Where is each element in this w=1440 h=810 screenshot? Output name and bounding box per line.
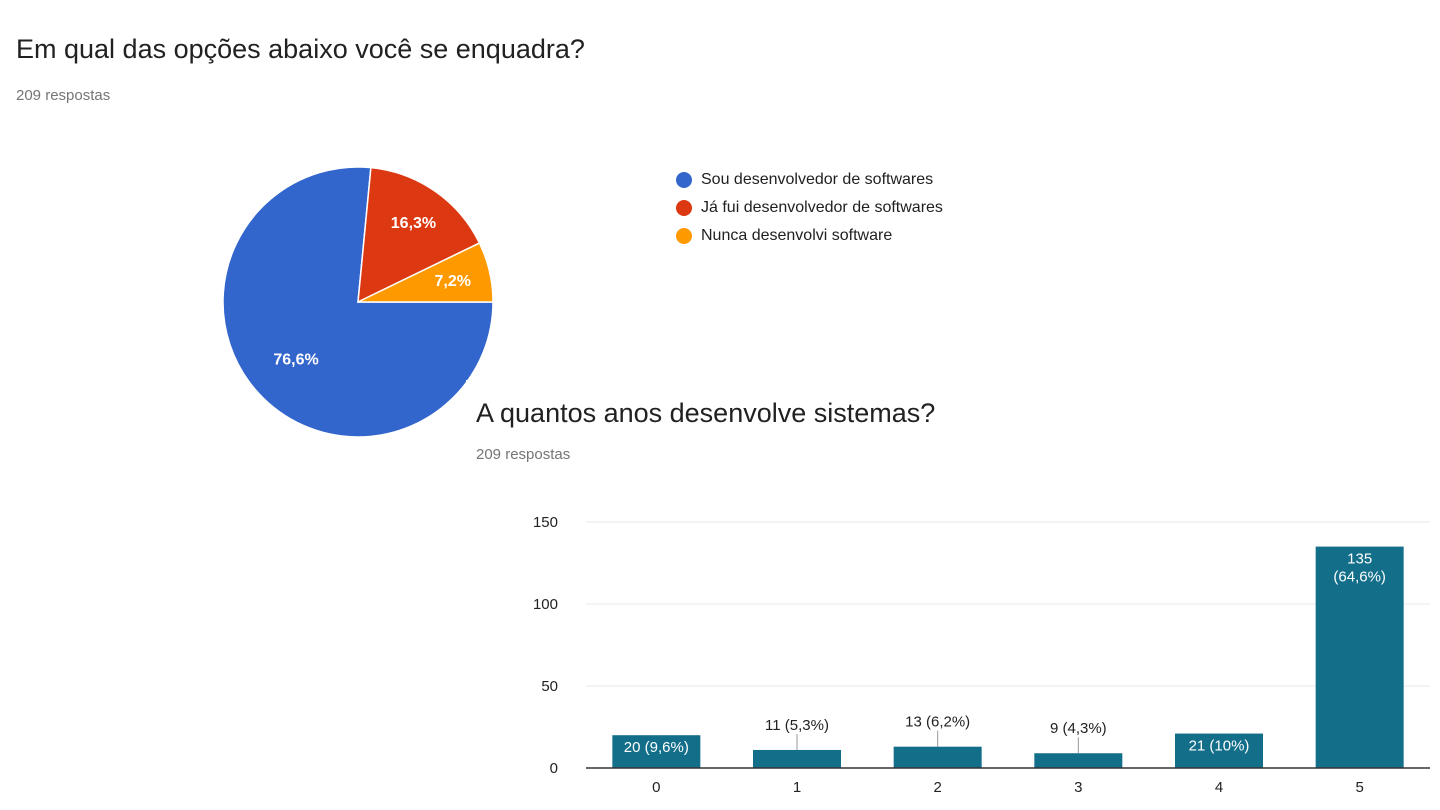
pie-slice-label: 76,6% [273, 351, 318, 368]
bar [1034, 753, 1123, 768]
pie-slice [357, 166, 481, 304]
y-tick-label: 0 [550, 760, 558, 777]
data-label: 135 [1347, 551, 1372, 568]
data-label: 21 (10%) [1189, 738, 1250, 755]
legend-item: Sou desenvolvedor de softwares [676, 166, 943, 194]
x-tick-label: 0 [652, 779, 660, 796]
bar [612, 735, 701, 768]
question-title: Em qual das opções abaixo você se enquad… [16, 34, 585, 64]
legend-dot-icon [676, 172, 692, 188]
data-label: 11 (5,3%) [765, 717, 829, 734]
data-label: (64,6%) [1333, 569, 1386, 586]
responses-count: 209 respostas [476, 446, 571, 463]
x-tick-label: 1 [793, 779, 801, 796]
pie-chart: 76,6% 16,3% 7,2% [222, 166, 494, 438]
y-tick-label: 100 [533, 596, 558, 613]
x-tick-label: 4 [1215, 779, 1223, 796]
data-label: 9 (4,3%) [1050, 720, 1107, 737]
bar [753, 749, 841, 768]
legend-label: Nunca desenvolvi software [701, 227, 893, 244]
pie-legend: Sou desenvolvedor de softwares Já fui de… [676, 166, 943, 250]
legend-label: Já fui desenvolvedor de softwares [701, 199, 943, 216]
legend-item: Já fui desenvolvedor de softwares [676, 194, 943, 222]
pie-slice [357, 242, 494, 303]
bar [1315, 546, 1404, 768]
legend-dot-icon [676, 200, 692, 216]
question-title: A quantos anos desenvolve sistemas? [476, 398, 936, 428]
data-label: 13 (6,2%) [905, 714, 970, 731]
bar [893, 746, 982, 768]
pie-slice-label: 7,2% [434, 273, 470, 290]
x-tick-label: 5 [1355, 779, 1363, 796]
legend-label: Sou desenvolvedor de softwares [701, 171, 934, 188]
legend-item: Nunca desenvolvi software [676, 222, 943, 250]
legend-dot-icon [676, 228, 692, 244]
y-tick-label: 50 [541, 678, 558, 695]
bar [1175, 733, 1263, 768]
pie-slice-label: 16,3% [391, 215, 436, 232]
y-tick-label: 150 [533, 514, 558, 531]
responses-count: 209 respostas [16, 87, 111, 104]
bar-chart: 0 50 100 150 20 (9,6%) 0 11 (5,3%) 1 13 (6,2%) 2 9… [533, 514, 1430, 796]
x-tick-label: 3 [1074, 779, 1082, 796]
data-label: 20 (9,6%) [624, 739, 689, 756]
x-tick-label: 2 [933, 779, 941, 796]
